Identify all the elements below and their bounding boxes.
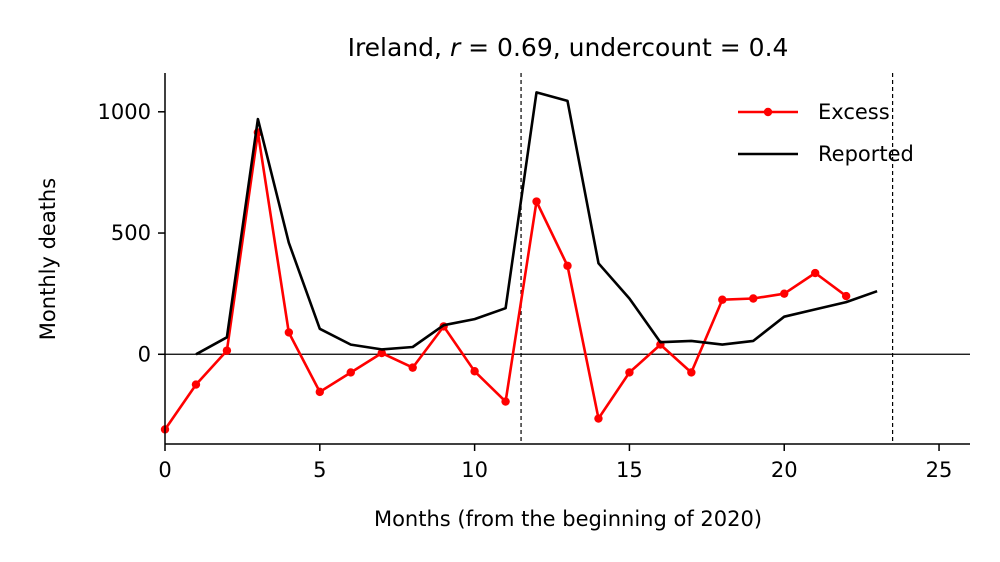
y-ticks: 0 500 1000 — [98, 100, 165, 366]
data-point — [284, 328, 294, 337]
data-point — [594, 414, 603, 423]
series-reported — [195, 91, 878, 356]
series-line-excess — [163, 131, 847, 431]
legend: Excess Reported — [738, 100, 914, 166]
data-point — [810, 268, 820, 278]
data-point — [532, 197, 541, 206]
legend-item-reported: Reported — [738, 142, 914, 166]
x-tick-label: 15 — [616, 458, 643, 482]
legend-marker — [763, 107, 773, 117]
legend-label: Reported — [818, 142, 914, 166]
data-point — [346, 368, 355, 377]
chart-title: Ireland, r = 0.69, undercount = 0.4 — [348, 33, 789, 62]
data-point — [315, 387, 325, 397]
data-point — [563, 261, 572, 270]
x-tick-label: 0 — [158, 458, 171, 482]
x-tick-label: 25 — [926, 458, 953, 482]
data-point — [501, 397, 510, 406]
data-point — [841, 291, 851, 301]
data-point — [687, 368, 696, 377]
series-line-reported — [195, 91, 878, 356]
x-tick-label: 10 — [461, 458, 488, 482]
y-axis-title: Monthly deaths — [36, 178, 60, 340]
x-tick-label: 20 — [771, 458, 798, 482]
reference-lines — [165, 73, 970, 444]
data-point — [780, 289, 789, 298]
data-point — [377, 348, 386, 358]
data-point — [191, 380, 201, 389]
x-ticks: 0 5 10 15 20 25 — [158, 444, 952, 482]
series-excess — [160, 128, 851, 434]
data-point — [749, 294, 758, 303]
x-axis-title: Months (from the beginning of 2020) — [374, 507, 762, 531]
series-layer — [160, 91, 878, 434]
data-point — [470, 367, 479, 376]
data-point — [625, 368, 634, 377]
legend-label: Excess — [818, 100, 890, 124]
x-tick-label: 5 — [313, 458, 326, 482]
y-tick-label: 0 — [138, 342, 151, 366]
data-point — [718, 295, 727, 304]
data-point — [222, 346, 232, 355]
legend-item-excess: Excess — [738, 100, 890, 124]
y-tick-label: 1000 — [98, 100, 151, 124]
data-point — [408, 363, 417, 372]
y-tick-label: 500 — [111, 221, 151, 245]
